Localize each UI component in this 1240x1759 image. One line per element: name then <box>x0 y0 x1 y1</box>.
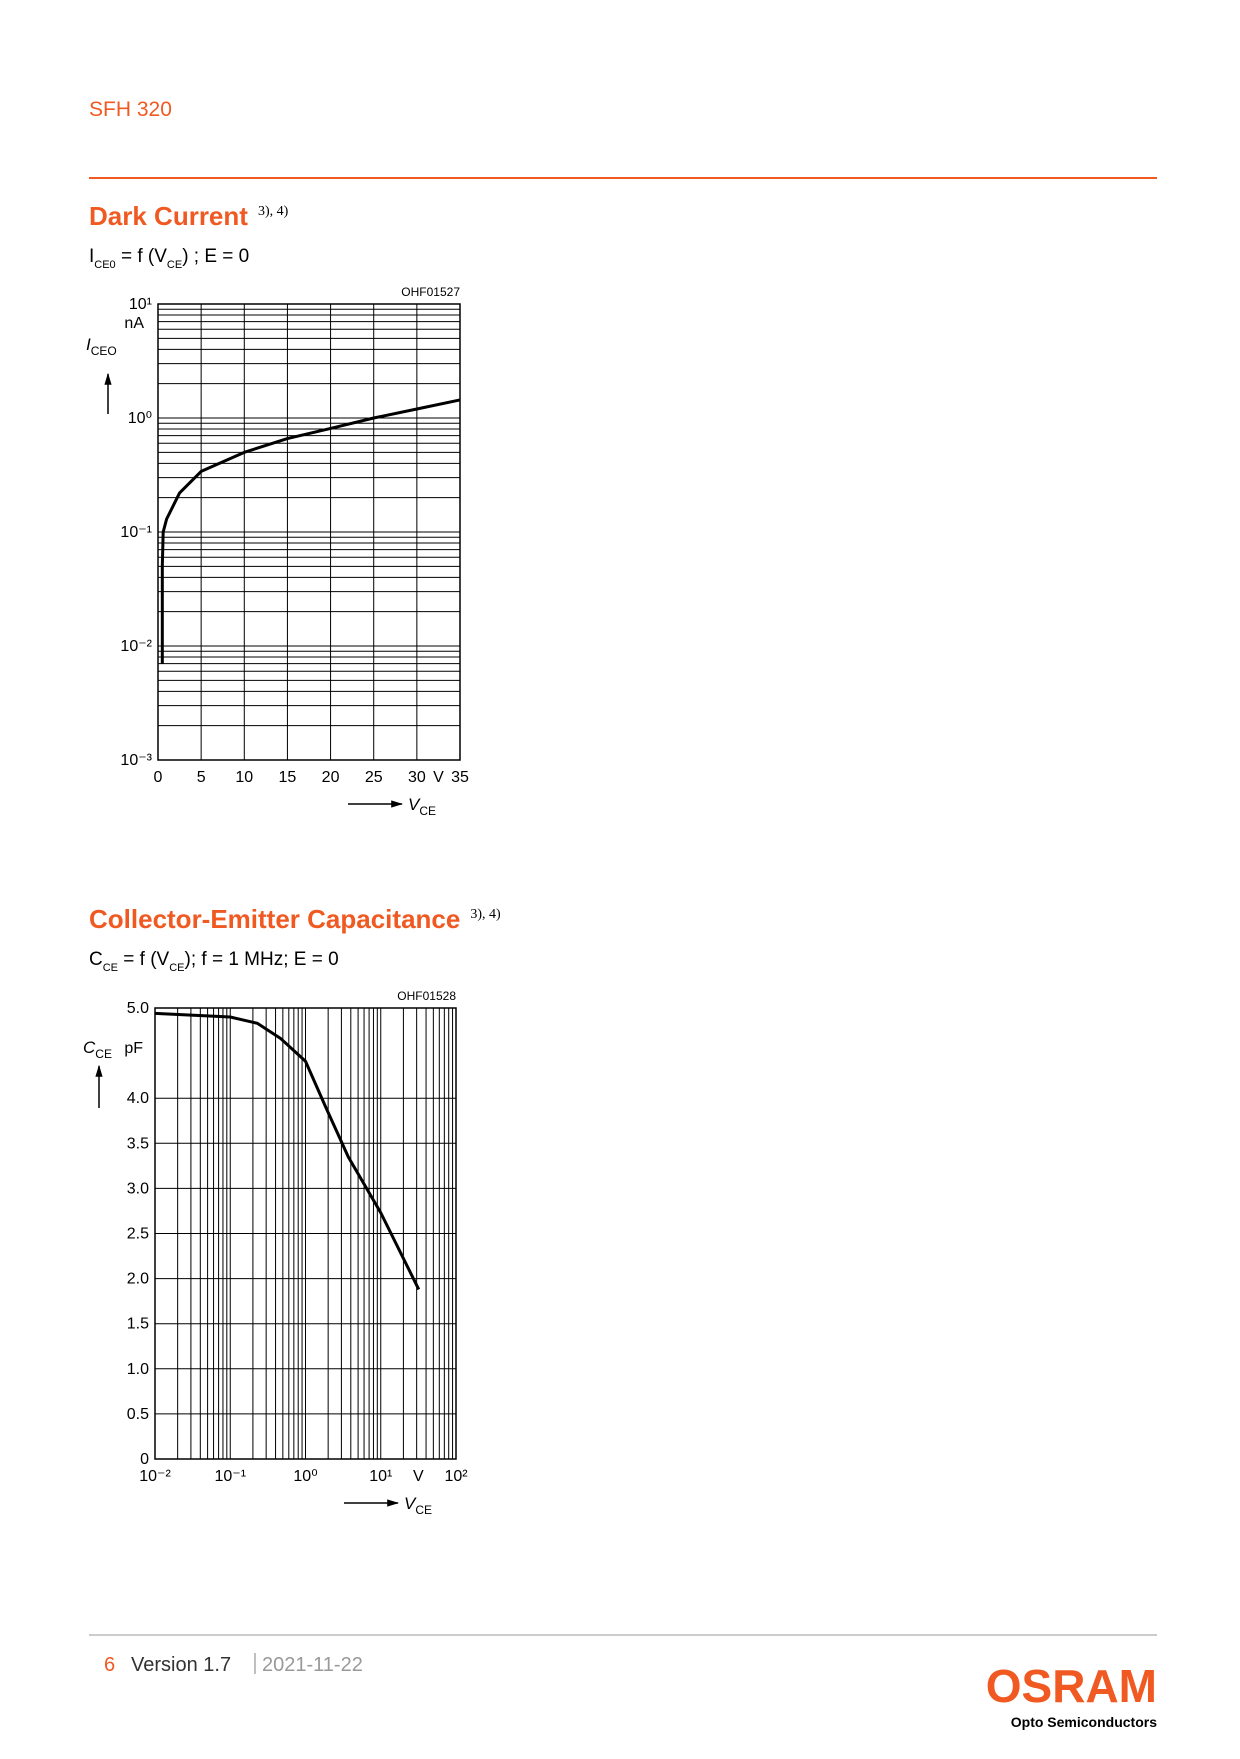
formula-text: ) ; E = 0 <box>182 246 249 267</box>
y-tick-label: 5.0 <box>127 1000 149 1017</box>
x-tick-label: 25 <box>365 769 383 786</box>
date: 2021-11-22 <box>262 1654 363 1676</box>
section-title: Dark Current <box>89 201 248 231</box>
logo-tagline: Opto Semiconductors <box>1011 1714 1157 1730</box>
chart: 0 0.5 1.0 1.5 2.0 2.5 3.0 3.5 4.0 5.0 10⁻² 10⁻¹ 10⁰ 1… <box>83 989 468 1517</box>
x-tick-label: 10⁻¹ <box>214 1468 246 1485</box>
y-axis-symbol: I <box>86 335 91 354</box>
x-tick-label: 20 <box>322 769 340 786</box>
product-name: SFH 320 <box>89 98 172 121</box>
section-heading: Dark Current 3), 4) <box>89 201 289 231</box>
section-heading: Collector-Emitter Capacitance 3), 4) <box>89 904 501 934</box>
x-axis-subscript: CE <box>415 1503 432 1517</box>
x-unit: V <box>433 769 444 786</box>
section-title: Collector-Emitter Capacitance <box>89 904 460 934</box>
x-tick-label: 5 <box>197 769 206 786</box>
formula-text: I <box>89 246 94 267</box>
figure-code: OHF01527 <box>401 285 460 299</box>
footnote-ref: 3), 4) <box>258 204 289 219</box>
formula-subscript: CE <box>169 962 184 974</box>
x-axis-symbol: V <box>408 795 421 814</box>
y-tick-label: 10⁻² <box>120 638 152 655</box>
y-tick-label: 4.0 <box>127 1090 149 1107</box>
y-tick-label: 2.0 <box>127 1271 149 1288</box>
page-number: 6 <box>104 1654 115 1676</box>
x-axis-label: VCE <box>408 795 436 818</box>
version: Version 1.7 <box>131 1654 231 1676</box>
x-tick-label: 10 <box>235 769 253 786</box>
formula-text: ); f = 1 MHz; E = 0 <box>185 949 339 970</box>
y-tick-label: 2.5 <box>127 1226 149 1243</box>
y-tick-label: 3.5 <box>127 1135 149 1152</box>
formula-text: = f (V <box>116 246 168 267</box>
y-tick-label: 0 <box>140 1451 149 1468</box>
x-axis-symbol: V <box>404 1494 417 1513</box>
data-line <box>154 1011 421 1291</box>
formula-text: C <box>89 949 103 970</box>
x-tick-label: 0 <box>154 769 163 786</box>
y-tick-label: 10⁰ <box>128 410 152 427</box>
formula-subscript: CE <box>167 259 182 271</box>
formula-text: = f (V <box>118 949 170 970</box>
x-tick-label: 10² <box>444 1468 468 1485</box>
y-tick-label: 1.0 <box>127 1361 149 1378</box>
formula: ICE0 = f (VCE) ; E = 0 <box>89 246 249 271</box>
plot-frame <box>157 303 461 761</box>
x-unit: V <box>413 1468 424 1485</box>
x-tick-label: 10⁻² <box>139 1468 171 1485</box>
figure-code: OHF01528 <box>397 989 456 1003</box>
x-tick-label: 10⁰ <box>293 1468 317 1485</box>
y-axis-subscript: CE <box>95 1047 112 1061</box>
plot-frame <box>154 1007 457 1460</box>
y-tick-label: 3.0 <box>127 1180 149 1197</box>
x-tick-label: 10¹ <box>369 1468 392 1485</box>
footnote-ref: 3), 4) <box>470 907 501 922</box>
formula-subscript: CE0 <box>94 259 115 271</box>
y-axis-subscript: CEO <box>91 344 117 358</box>
x-axis-label: VCE <box>404 1494 432 1517</box>
logo: OSRAM <box>986 1660 1157 1712</box>
formula: CCE = f (VCE); f = 1 MHz; E = 0 <box>89 949 339 974</box>
chart: 10⁻³ 10⁻² 10⁻¹ 10⁰ 10¹ 0 5 10 15 20 25 30 35 OHF01527… <box>86 285 469 818</box>
x-tick-label: 35 <box>451 769 469 786</box>
y-axis-label: ICEO <box>86 335 117 358</box>
y-tick-label: 10⁻¹ <box>120 524 152 541</box>
y-axis-symbol: C <box>83 1038 96 1057</box>
y-tick-label: 0.5 <box>127 1406 149 1423</box>
data-line <box>160 398 461 664</box>
x-tick-label: 15 <box>279 769 297 786</box>
formula-subscript: CE <box>103 962 118 974</box>
y-unit: nA <box>124 315 144 332</box>
y-unit: pF <box>124 1040 143 1057</box>
y-tick-label: 10⁻³ <box>120 752 152 769</box>
x-axis-subscript: CE <box>419 804 436 818</box>
y-tick-label: 10¹ <box>129 296 152 313</box>
x-tick-label: 30 <box>408 769 426 786</box>
y-tick-label: 1.5 <box>127 1316 149 1333</box>
y-axis-label: CCE <box>83 1038 112 1061</box>
